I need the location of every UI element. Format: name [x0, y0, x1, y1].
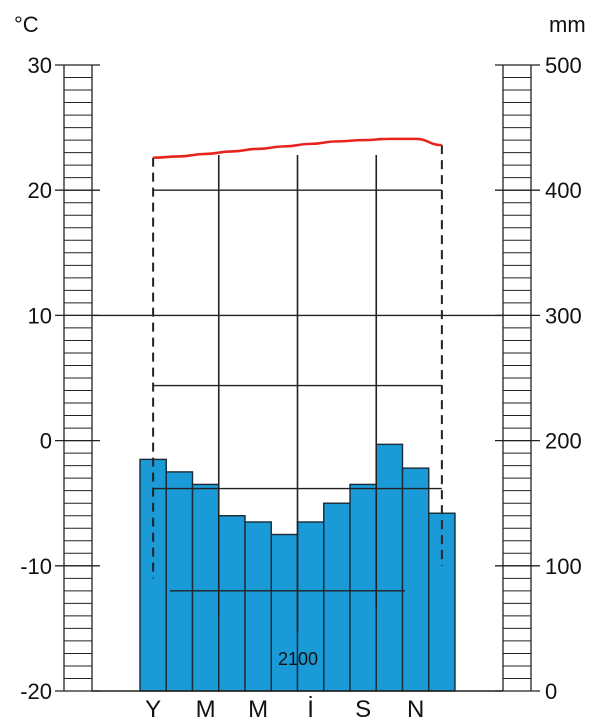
precipitation-bar: [323, 502, 351, 692]
precipitation-bar: [165, 471, 194, 692]
temperature-tick-labels: 30 20 10 0 -10 -20: [20, 53, 100, 704]
temperature-scale-ladder: [63, 64, 93, 692]
precipitation-tick-labels: 500 400 300 200 100 0: [495, 53, 582, 704]
temperature-tick-label: 10: [28, 303, 52, 328]
temperature-tick-label: -20: [20, 679, 52, 704]
precipitation-bar: [296, 521, 325, 692]
precipitation-tick-label: 0: [545, 679, 557, 704]
month-label: Y: [145, 696, 161, 723]
month-label: N: [407, 696, 424, 723]
precipitation-scale-ladder: [502, 64, 532, 692]
temperature-tick-label: -10: [20, 554, 52, 579]
precipitation-tick-label: 500: [545, 53, 582, 78]
temperature-tick-label: 20: [28, 178, 52, 203]
chart-frame-lines: [92, 145, 503, 692]
temperature-tick-label: 30: [28, 53, 52, 78]
month-label: M: [196, 696, 216, 723]
precipitation-bar: [349, 483, 377, 692]
precipitation-bar: [191, 483, 220, 692]
precipitation-bar: [401, 467, 430, 692]
month-label: S: [355, 696, 371, 723]
month-label: İ: [307, 696, 314, 723]
precipitation-tick-label: 200: [545, 429, 582, 454]
precipitation-bar: [375, 443, 404, 692]
annual-precipitation-annotation: 2100: [278, 649, 318, 669]
temperature-tick-label: 0: [40, 429, 52, 454]
precipitation-unit-label: mm: [549, 12, 586, 37]
precipitation-bar: [218, 515, 246, 692]
month-label: M: [248, 696, 268, 723]
precipitation-tick-label: 400: [545, 178, 582, 203]
precipitation-bar: [270, 533, 299, 692]
temperature-line: [153, 137, 442, 159]
precipitation-bars: [139, 443, 456, 692]
temperature-series: [153, 137, 442, 159]
precipitation-bar: [244, 521, 272, 692]
precipitation-tick-label: 300: [545, 303, 582, 328]
precipitation-tick-label: 100: [545, 554, 582, 579]
temperature-unit-label: °C: [14, 12, 39, 37]
